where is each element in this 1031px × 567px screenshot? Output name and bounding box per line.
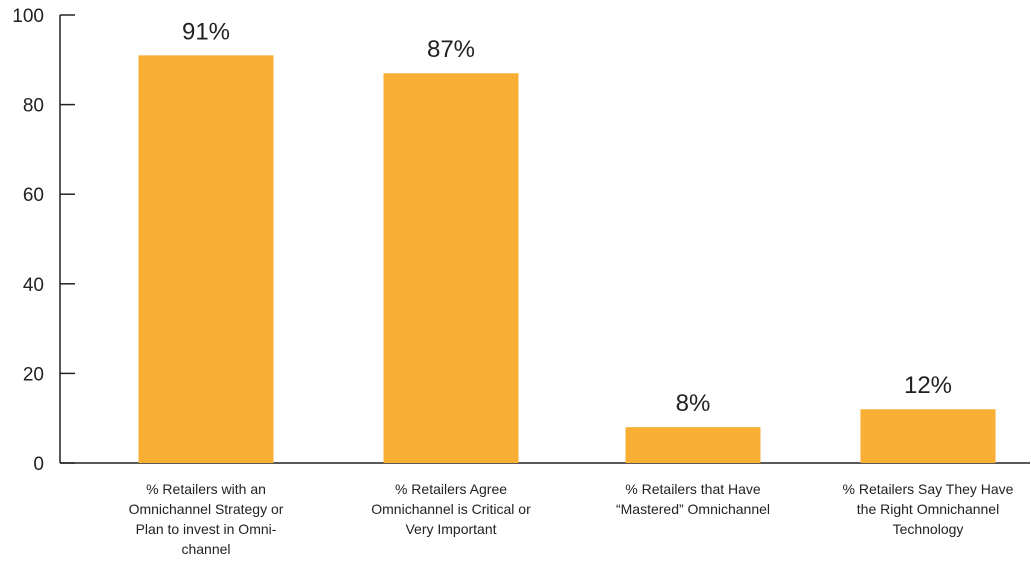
category-label-line: Plan to invest in Omni- xyxy=(136,521,277,537)
category-label-line: % Retailers that Have xyxy=(625,481,761,497)
bar xyxy=(860,409,996,463)
category-label-line: Very Important xyxy=(405,521,496,537)
category-label-line: “Mastered” Omnichannel xyxy=(616,501,770,517)
category-label-line: % Retailers Agree xyxy=(395,481,507,497)
bar xyxy=(138,55,274,463)
data-label: 12% xyxy=(904,372,952,399)
y-tick-label: 40 xyxy=(23,275,44,296)
category-label: % Retailers Agree Omnichannel is Critical… xyxy=(371,481,531,537)
category-label-line: % Retailers Say They Have xyxy=(843,481,1014,497)
category-label: % Retailers Say They Have the Right Omnic… xyxy=(843,481,1014,537)
y-tick-label: 60 xyxy=(23,185,44,206)
category-label-line: channel xyxy=(181,541,230,557)
y-tick-label: 0 xyxy=(33,454,44,475)
category-label: % Retailers with an Omnichannel Strategy … xyxy=(129,481,284,557)
bars xyxy=(138,55,996,464)
y-tick-label: 20 xyxy=(23,364,44,385)
bar xyxy=(625,427,761,463)
category-label-line: % Retailers with an xyxy=(146,481,266,497)
data-label: 8% xyxy=(676,390,711,417)
category-label-line: Technology xyxy=(893,521,964,537)
data-label: 91% xyxy=(182,18,230,45)
y-tick-label: 80 xyxy=(23,96,44,117)
category-label-line: Omnichannel is Critical or xyxy=(371,501,531,517)
bar xyxy=(383,73,519,464)
data-label: 87% xyxy=(427,36,475,63)
category-label-line: the Right Omnichannel xyxy=(857,501,999,517)
y-tick-label: 100 xyxy=(12,6,44,27)
category-label: % Retailers that Have “Mastered” Omnichan… xyxy=(616,481,770,517)
labels: 91% % Retailers with an Omnichannel Strate… xyxy=(129,18,1014,557)
category-label-line: Omnichannel Strategy or xyxy=(129,501,284,517)
